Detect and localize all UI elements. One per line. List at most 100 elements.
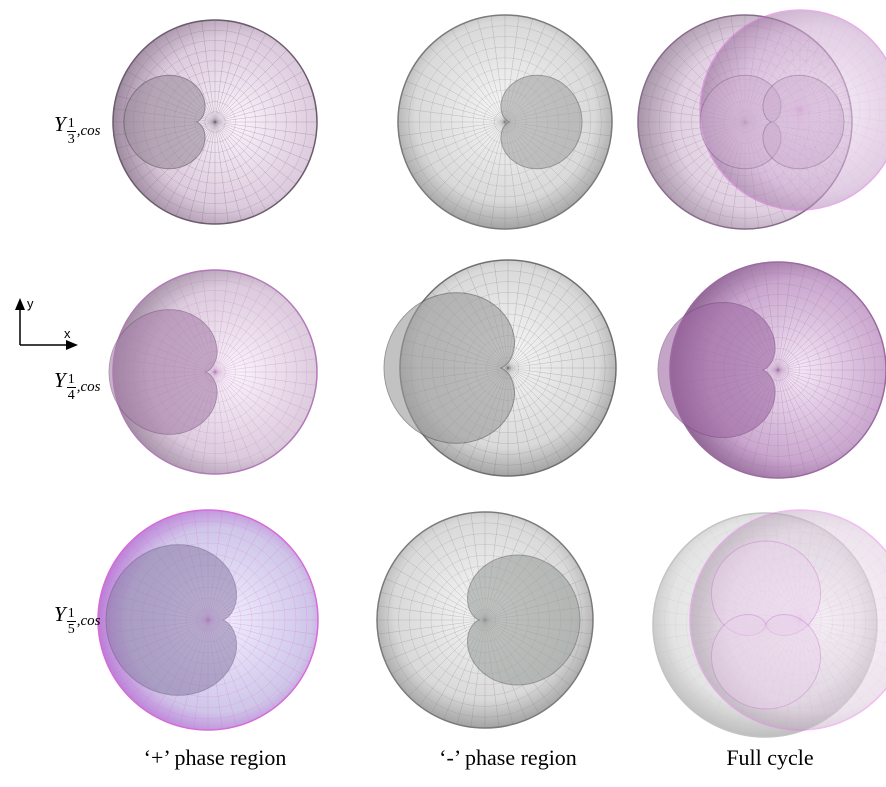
meridian: [777, 328, 878, 371]
numerator: 1: [66, 372, 76, 388]
meridian: [799, 74, 886, 111]
meridian: [773, 109, 801, 207]
meridian: [507, 274, 563, 369]
meridian: [698, 619, 801, 663]
meridian: [785, 510, 801, 621]
meridian: [799, 619, 878, 698]
suffix: ,cos: [76, 613, 101, 629]
meridian: [799, 619, 886, 687]
meridian: [507, 367, 602, 423]
meridian: [214, 121, 255, 217]
cardioid-lobe: [123, 74, 206, 170]
meridian: [412, 121, 506, 176]
meridian: [188, 121, 216, 221]
meridian: [163, 121, 216, 211]
meridian: [439, 36, 506, 123]
meridian: [507, 367, 585, 445]
meridian: [398, 107, 506, 123]
meridian: [703, 109, 801, 137]
denominator: 4: [67, 388, 75, 403]
meridian: [722, 542, 801, 621]
meridian: [214, 299, 288, 373]
meridian: [777, 369, 844, 456]
meridian: [214, 371, 317, 386]
meridian: [419, 121, 506, 188]
parallel: [733, 553, 867, 687]
meridian: [451, 121, 506, 215]
meridian: [214, 290, 278, 373]
meridian: [507, 268, 550, 369]
meridian: [738, 109, 801, 190]
meridian: [713, 109, 801, 161]
meridian: [777, 262, 793, 371]
meridian: [744, 524, 801, 621]
meridian: [377, 605, 486, 621]
meridian: [799, 109, 862, 190]
meridian: [700, 109, 801, 124]
meridian: [377, 619, 486, 635]
meridian: [799, 39, 871, 111]
cardioid-lobe: [108, 309, 218, 435]
meridian: [799, 619, 843, 722]
meridian: [799, 109, 839, 203]
meridian: [713, 59, 801, 111]
meridian: [703, 83, 801, 111]
meridian: [777, 276, 833, 371]
cardioid-lobe: [710, 613, 822, 710]
meridian: [419, 56, 506, 123]
parallel: [722, 542, 878, 698]
meridian: [777, 341, 883, 371]
meridian: [799, 109, 886, 134]
parallel: [122, 29, 308, 215]
meridian: [799, 619, 886, 670]
meridian: [761, 109, 801, 203]
meridian: [693, 591, 801, 621]
meridian: [799, 570, 886, 621]
meridian: [477, 121, 506, 226]
meridian: [690, 619, 801, 635]
meridian: [763, 262, 779, 371]
meridian: [799, 584, 886, 621]
meridian: [777, 270, 820, 371]
meridian: [749, 23, 801, 111]
parallel: [769, 79, 831, 141]
meridian: [214, 70, 304, 123]
meridian: [786, 109, 801, 210]
sphere-body: [699, 9, 886, 211]
meridian: [214, 309, 297, 373]
sphere: [689, 509, 886, 731]
meridian: [757, 518, 801, 621]
parallel: [755, 575, 845, 665]
parallel: [744, 564, 856, 676]
meridian: [777, 265, 807, 371]
parallel: [739, 49, 861, 171]
meridian: [398, 121, 506, 137]
cardioid-lobe: [710, 540, 822, 637]
meridian: [712, 552, 801, 621]
meridian: [749, 109, 801, 197]
meridian: [799, 109, 886, 146]
meridian: [799, 60, 886, 111]
meridian: [799, 619, 829, 727]
parallel: [408, 25, 602, 219]
meridian: [712, 619, 801, 688]
parallel: [709, 19, 886, 201]
meridian: [799, 619, 856, 716]
meridian: [773, 13, 801, 111]
suffix: ,cos: [76, 123, 101, 139]
meridian: [799, 513, 829, 621]
meridian: [507, 367, 608, 410]
meridian: [214, 371, 267, 461]
meridian: [401, 94, 506, 123]
row-label: Y 1 4 ,cos: [54, 358, 100, 403]
parallel: [788, 608, 812, 632]
meridian: [799, 109, 880, 172]
meridian: [799, 608, 886, 621]
numerator: 1: [66, 116, 76, 132]
sphere-body: [689, 509, 886, 731]
meridian: [507, 367, 616, 383]
meridian: [707, 71, 801, 111]
meridian: [477, 18, 506, 123]
meridian: [214, 358, 317, 373]
